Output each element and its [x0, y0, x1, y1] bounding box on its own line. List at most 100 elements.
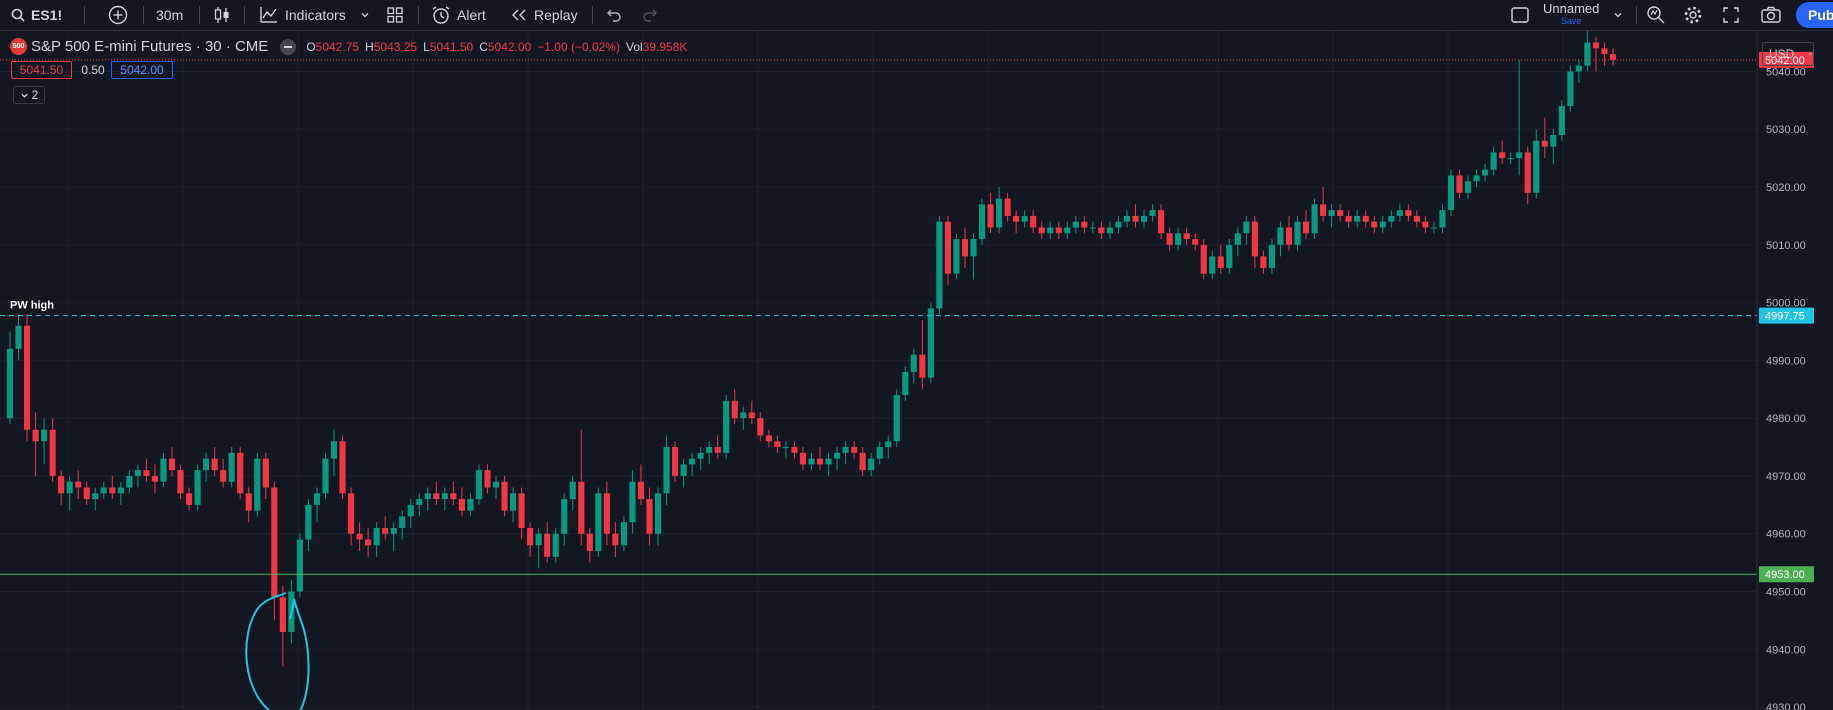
- candle[interactable]: [1388, 210, 1395, 228]
- candle[interactable]: [134, 464, 141, 488]
- snapshot-button[interactable]: [1760, 0, 1782, 30]
- candle[interactable]: [1260, 250, 1267, 274]
- candle[interactable]: [1609, 48, 1617, 66]
- fullscreen-button[interactable]: [1722, 0, 1740, 30]
- candle[interactable]: [689, 452, 696, 476]
- candle[interactable]: [1371, 215, 1378, 234]
- candle[interactable]: [424, 487, 431, 511]
- hide-legend-icon[interactable]: [280, 38, 297, 55]
- candle[interactable]: [1166, 227, 1173, 251]
- candle[interactable]: [151, 464, 159, 494]
- candle[interactable]: [1140, 210, 1148, 228]
- candle[interactable]: [373, 522, 380, 557]
- price-axis[interactable]: 4930.00 4940.00 4950.00 4960.00 4970.00 4980.…: [1756, 31, 1833, 710]
- candle[interactable]: [399, 510, 406, 540]
- candle[interactable]: [1183, 227, 1190, 245]
- candle[interactable]: [961, 227, 969, 268]
- candle[interactable]: [791, 441, 798, 459]
- candle[interactable]: [1064, 221, 1071, 240]
- candle[interactable]: [893, 389, 900, 448]
- candle[interactable]: [177, 464, 184, 500]
- candle[interactable]: [339, 435, 346, 500]
- candle[interactable]: [1516, 59, 1523, 176]
- candle[interactable]: [467, 493, 474, 517]
- candle[interactable]: [458, 487, 465, 517]
- candle[interactable]: [646, 487, 653, 546]
- layout-checkbox[interactable]: [1510, 0, 1530, 30]
- candle[interactable]: [1072, 215, 1079, 234]
- candle[interactable]: [1422, 215, 1429, 234]
- candle[interactable]: [535, 527, 542, 569]
- indicators-collapse-button[interactable]: 2: [13, 86, 45, 104]
- candle[interactable]: [919, 319, 926, 390]
- candle[interactable]: [1311, 198, 1318, 240]
- candle[interactable]: [603, 481, 610, 546]
- candle[interactable]: [117, 481, 124, 505]
- candle[interactable]: [109, 475, 116, 500]
- candle[interactable]: [569, 475, 576, 511]
- candle[interactable]: [347, 487, 355, 546]
- candle[interactable]: [220, 458, 227, 488]
- candle[interactable]: [885, 435, 892, 459]
- candle[interactable]: [1533, 129, 1540, 199]
- candle[interactable]: [808, 452, 815, 471]
- candle[interactable]: [1106, 221, 1114, 240]
- candle[interactable]: [1038, 221, 1045, 240]
- candle[interactable]: [433, 481, 440, 505]
- candle[interactable]: [970, 233, 977, 280]
- candle[interactable]: [322, 452, 329, 500]
- candle[interactable]: [1447, 169, 1455, 216]
- candle[interactable]: [1175, 227, 1182, 251]
- candle[interactable]: [1132, 204, 1139, 228]
- candle[interactable]: [15, 314, 22, 361]
- candle[interactable]: [211, 447, 218, 476]
- candle[interactable]: [1268, 239, 1276, 274]
- candle[interactable]: [868, 452, 875, 476]
- candle[interactable]: [1158, 204, 1165, 240]
- quick-search-button[interactable]: [1646, 0, 1666, 30]
- candle[interactable]: [552, 527, 559, 563]
- sell-price-button[interactable]: 5041.50: [11, 61, 72, 79]
- candle[interactable]: [66, 475, 73, 511]
- candle[interactable]: [910, 348, 917, 384]
- buy-price-button[interactable]: 5042.00: [111, 61, 173, 79]
- candle[interactable]: [262, 452, 269, 500]
- layout-templates-button[interactable]: [386, 0, 404, 30]
- compare-button[interactable]: [108, 0, 128, 30]
- candle[interactable]: [586, 527, 593, 563]
- symbol-search-button[interactable]: ES1!: [11, 0, 62, 30]
- candle[interactable]: [237, 447, 244, 500]
- candle[interactable]: [902, 366, 909, 401]
- candle[interactable]: [1550, 129, 1557, 164]
- candle[interactable]: [1277, 221, 1284, 257]
- candle[interactable]: [1004, 192, 1011, 222]
- candle[interactable]: [1021, 210, 1028, 228]
- candle[interactable]: [1396, 204, 1403, 222]
- freehand-ellipse-drawing[interactable]: [245, 592, 310, 710]
- candle[interactable]: [706, 441, 713, 465]
- candle[interactable]: [279, 585, 286, 667]
- candle[interactable]: [1524, 146, 1531, 205]
- candle[interactable]: [1430, 221, 1438, 234]
- candle[interactable]: [49, 418, 56, 482]
- candle[interactable]: [1464, 175, 1472, 199]
- candle[interactable]: [356, 522, 363, 552]
- candle[interactable]: [1405, 204, 1412, 222]
- price-chart[interactable]: PW high 4930.00 4940.00 4950.00 4960.00 4970…: [0, 31, 1833, 710]
- candle[interactable]: [245, 487, 252, 523]
- candle[interactable]: [1482, 163, 1489, 182]
- candle[interactable]: [1294, 215, 1301, 251]
- candle[interactable]: [126, 470, 133, 494]
- candle[interactable]: [1456, 169, 1463, 199]
- candle[interactable]: [1243, 215, 1250, 245]
- candle[interactable]: [1030, 210, 1037, 234]
- candle[interactable]: [1354, 210, 1361, 228]
- candle[interactable]: [1149, 204, 1156, 222]
- candle[interactable]: [450, 481, 457, 505]
- candle[interactable]: [672, 441, 679, 482]
- candle[interactable]: [1192, 233, 1199, 251]
- candle[interactable]: [1507, 152, 1514, 164]
- candle[interactable]: [936, 215, 943, 315]
- candle[interactable]: [168, 447, 176, 476]
- candle[interactable]: [484, 464, 491, 494]
